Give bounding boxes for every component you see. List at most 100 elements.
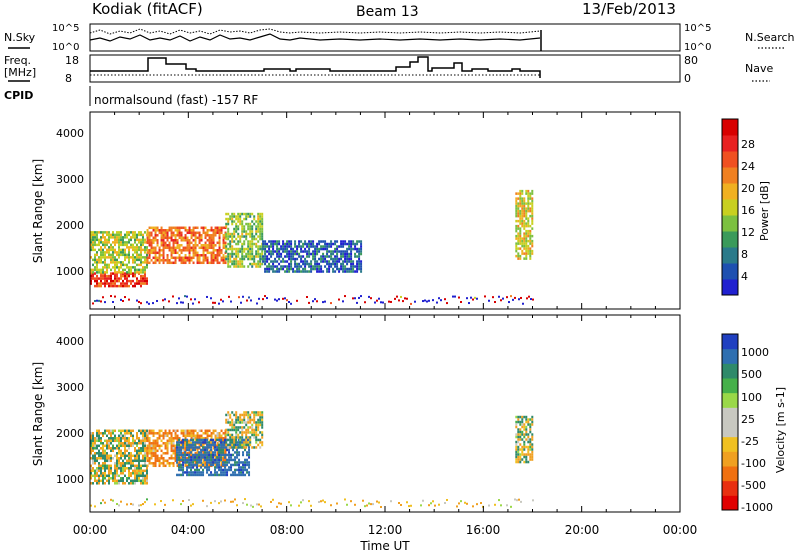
- velocity-cell: [192, 453, 195, 457]
- velocity-cell: [172, 439, 175, 443]
- velocity-cell: [108, 464, 110, 468]
- velocity-cell: [118, 464, 120, 468]
- velocity-cell: [519, 438, 522, 441]
- velocity-cell: [92, 434, 94, 438]
- velocity-cell: [228, 448, 231, 452]
- velocity-cell: [90, 477, 92, 480]
- power-cell: [90, 241, 92, 244]
- velocity-cell: [200, 453, 203, 457]
- power-cell: [152, 256, 155, 260]
- velocity-cell: [220, 429, 223, 433]
- power-cell: [192, 249, 195, 252]
- power-cell: [306, 242, 309, 246]
- velocity-cell: [140, 467, 142, 470]
- velocity-cell: [240, 446, 243, 449]
- velocity-cell: [456, 505, 458, 508]
- power-cell: [500, 299, 502, 302]
- velocity-cell: [118, 444, 120, 448]
- velocity-cell: [124, 452, 126, 455]
- power-cell: [529, 239, 532, 243]
- power-cell: [98, 241, 100, 244]
- power-cell: [400, 295, 402, 298]
- power-cell: [352, 270, 355, 273]
- velocity-cell: [531, 445, 534, 449]
- velocity-cell: [515, 433, 518, 436]
- power-cell: [208, 246, 211, 250]
- power-cell: [154, 254, 157, 257]
- velocity-cell: [128, 457, 130, 460]
- power-cell: [259, 222, 262, 226]
- velocity-cell: [234, 461, 237, 464]
- velocity-cell: [525, 420, 528, 424]
- velocity-cell: [90, 449, 92, 453]
- velocity-cell: [249, 421, 252, 424]
- velocity-cell: [170, 434, 173, 438]
- power-cell: [320, 245, 323, 248]
- velocity-cell: [255, 426, 258, 429]
- power-cell: [529, 192, 532, 195]
- power-cell: [178, 229, 181, 232]
- velocity-cell: [198, 458, 201, 462]
- power-cell: [225, 235, 228, 238]
- power-cell: [98, 261, 100, 264]
- velocity-cell: [220, 438, 223, 442]
- power-cell: [178, 226, 181, 230]
- power-cell: [298, 262, 301, 266]
- power-cell: [259, 262, 262, 266]
- power-cell: [523, 214, 526, 218]
- velocity-cell: [224, 468, 227, 472]
- velocity-cell: [216, 461, 219, 464]
- power-cell: [162, 254, 165, 257]
- power-cell: [132, 233, 134, 237]
- power-cell: [253, 217, 256, 221]
- power-cell: [521, 237, 524, 240]
- velocity-cell: [192, 432, 195, 435]
- velocity-cell: [152, 447, 155, 450]
- velocity-cell: [92, 439, 94, 443]
- velocity-cell: [106, 442, 108, 445]
- velocity-cell: [244, 473, 247, 477]
- velocity-cell: [248, 453, 251, 457]
- velocity-cell: [126, 444, 128, 448]
- power-cell: [266, 270, 269, 273]
- power-cell: [246, 299, 248, 302]
- power-cell: [156, 256, 159, 260]
- power-cell: [292, 255, 295, 258]
- power-cell: [114, 274, 116, 278]
- velocity-cell: [138, 472, 140, 475]
- power-cell: [126, 277, 128, 280]
- velocity-cell: [138, 464, 140, 468]
- power-cell: [94, 241, 96, 244]
- power-cell: [527, 222, 530, 225]
- velocity-cell: [220, 458, 223, 462]
- velocity-cell: [233, 436, 236, 439]
- velocity-cell: [523, 443, 526, 446]
- power-cell: [257, 245, 260, 248]
- velocity-cell: [529, 428, 532, 431]
- power-cell: [227, 257, 230, 261]
- velocity-cell: [521, 415, 524, 419]
- power-cell: [521, 199, 524, 203]
- velocity-cell: [124, 432, 126, 435]
- velocity-cell: [120, 467, 122, 470]
- power-cell: [184, 261, 187, 265]
- power-cell: [334, 257, 337, 261]
- power-cell: [96, 243, 98, 247]
- power-cell: [144, 251, 146, 254]
- power-cell: [336, 262, 339, 266]
- velocity-cell: [184, 451, 187, 454]
- velocity-cell: [204, 448, 207, 452]
- velocity-cell: [238, 438, 241, 442]
- power-cell: [225, 225, 228, 228]
- power-cell: [241, 225, 244, 228]
- velocity-cell: [232, 458, 235, 462]
- velocity-cell: [245, 433, 248, 437]
- velocity-cell: [176, 464, 179, 468]
- power-cell: [146, 301, 148, 304]
- power-cell: [304, 267, 307, 271]
- velocity-cell: [104, 467, 106, 470]
- velocity-cell: [204, 466, 207, 469]
- power-cell: [150, 244, 153, 247]
- power-cell: [245, 232, 248, 236]
- power-cell: [308, 250, 311, 253]
